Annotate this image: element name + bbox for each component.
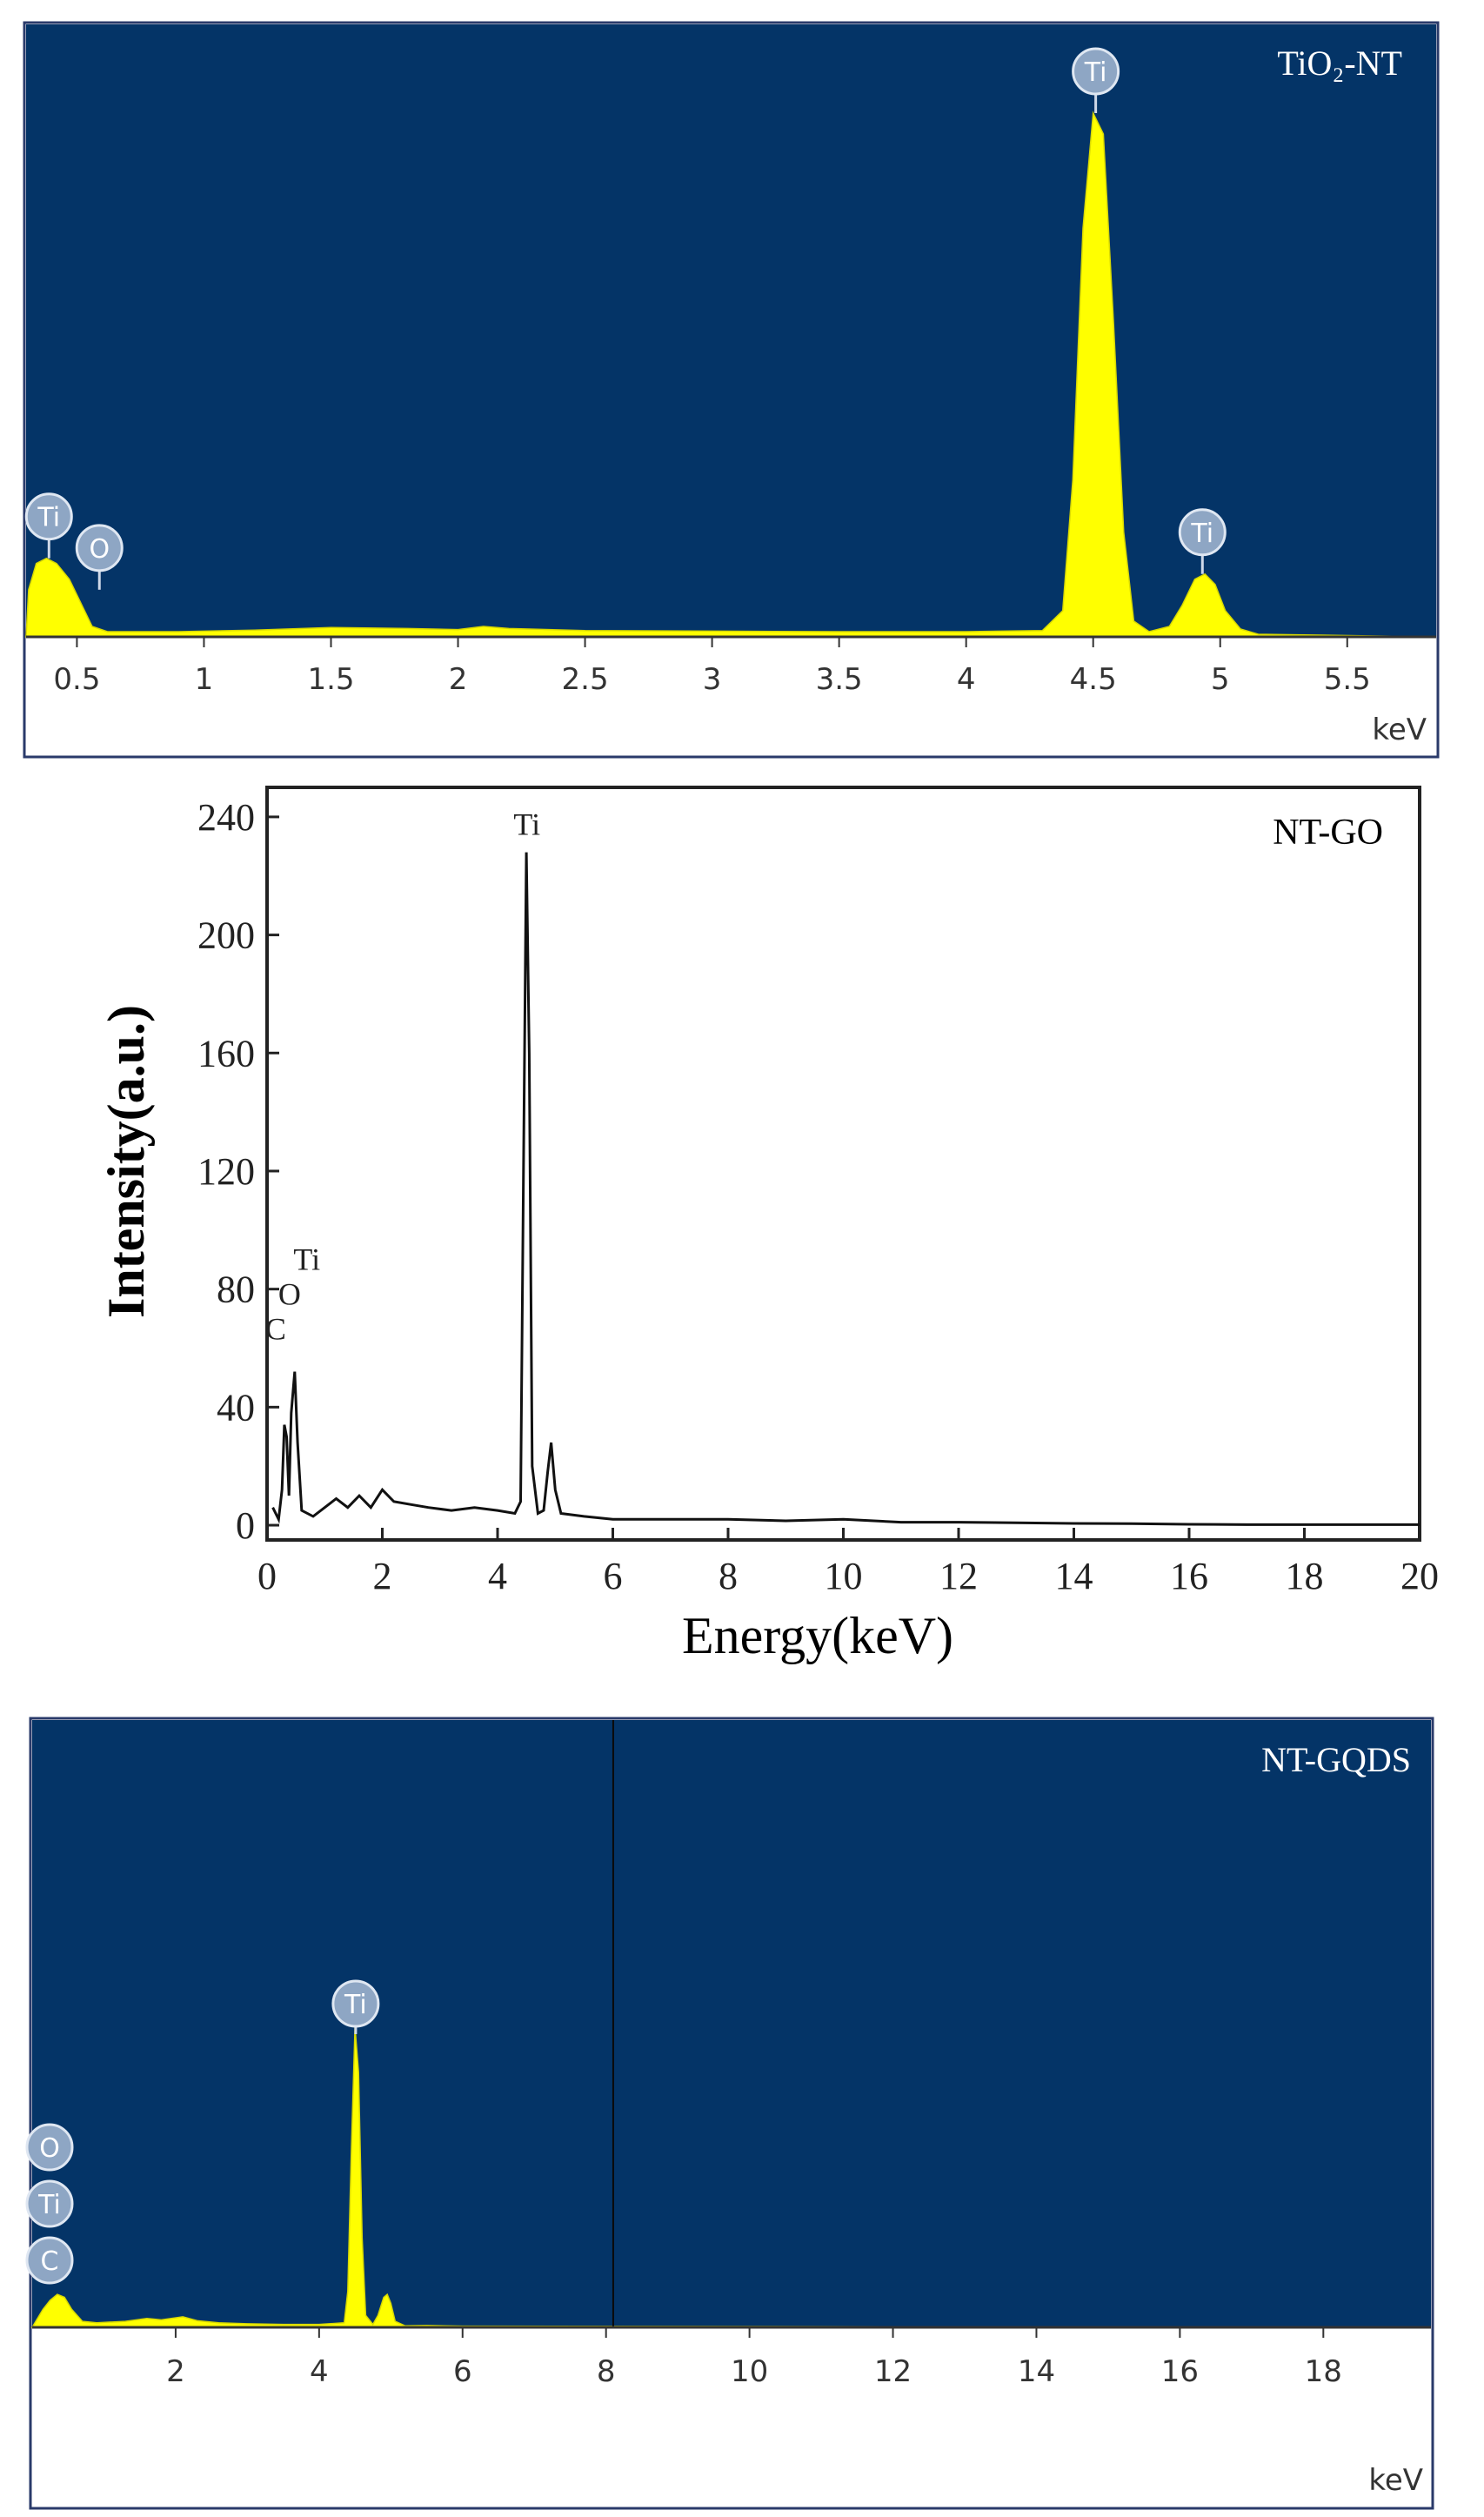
panel2-xtick-label-8: 16 bbox=[1170, 1555, 1208, 1597]
panel1-tick-label-5: 3 bbox=[703, 662, 722, 697]
panel2-peak-label-2: Ti bbox=[293, 1242, 320, 1277]
panel2-ytick-label-5: 200 bbox=[197, 914, 255, 957]
panel2-y-ticks: 0 40 80 120 160 200 240 bbox=[197, 796, 279, 1547]
panel2-xtick-label-1: 2 bbox=[373, 1555, 392, 1597]
panel1-tick-label-4: 2.5 bbox=[562, 662, 609, 697]
peak-marker-circle bbox=[24, 492, 73, 541]
panel3-spectrum bbox=[30, 2026, 1432, 2328]
panel3-tick-label-4: 10 bbox=[731, 2354, 768, 2389]
panel2-ytick-label-1: 40 bbox=[217, 1386, 255, 1429]
panel1-peak-marker-2: Ti bbox=[1072, 47, 1120, 113]
panel-tio2-nt: Ti O Ti Ti 0.5 1 1.5 2 2.5 3 3.5 4 4.5 5 5.5 keV TiO₂… bbox=[23, 21, 1440, 759]
peak-marker-label: O bbox=[39, 2133, 60, 2164]
panel3-tick-label-7: 16 bbox=[1161, 2354, 1199, 2389]
panel1-tick-label-7: 4 bbox=[957, 662, 976, 697]
peak-marker-circle bbox=[1072, 47, 1120, 96]
panel2-ytick-label-2: 80 bbox=[217, 1269, 255, 1311]
peak-marker-label: Ti bbox=[344, 1990, 367, 2020]
panel2-peak-label-3: Ti bbox=[513, 807, 540, 842]
panel2-xtick-label-3: 6 bbox=[604, 1555, 623, 1597]
panel3-tick-label-8: 18 bbox=[1305, 2354, 1342, 2389]
peak-marker-circle bbox=[1178, 508, 1227, 557]
peak-marker-label: O bbox=[89, 534, 110, 565]
panel1-spectrum-area bbox=[25, 110, 1437, 638]
panel1-tick-label-10: 5.5 bbox=[1324, 662, 1371, 697]
panel2-peak-label-1: O bbox=[278, 1277, 301, 1312]
panel1-peak-marker-0: Ti bbox=[24, 492, 73, 559]
panel3-plot-background bbox=[32, 1720, 1431, 2327]
panel2-ytick-label-3: 120 bbox=[197, 1150, 255, 1193]
panel1-peak-markers: Ti O Ti Ti bbox=[24, 47, 1227, 590]
panel1-peak-marker-3: Ti bbox=[1178, 508, 1227, 574]
panel2-xtick-label-10: 20 bbox=[1400, 1555, 1439, 1597]
panel3-tick-label-0: 2 bbox=[166, 2354, 185, 2389]
panel3-title: NT-GQDS bbox=[1261, 1740, 1411, 1779]
panel2-xtick-label-7: 14 bbox=[1055, 1555, 1093, 1597]
panel2-xtick-label-2: 4 bbox=[488, 1555, 507, 1597]
panel1-title: TiO₂-NT bbox=[1277, 44, 1402, 83]
panel3-tick-label-2: 6 bbox=[453, 2354, 472, 2389]
panel2-x-ticks: 0 2 4 6 8 10 12 14 16 18 20 bbox=[257, 1528, 1439, 1597]
peak-marker-circle bbox=[75, 524, 124, 572]
panel1-tick-label-0: 0.5 bbox=[53, 662, 100, 697]
panel1-tick-label-3: 2 bbox=[449, 662, 468, 697]
panel2-ytick-label-0: 0 bbox=[236, 1504, 255, 1547]
panel3-peak-markers: C Ti O Ti bbox=[25, 1979, 380, 2285]
panel1-plot-background bbox=[26, 24, 1436, 637]
panel2-spectrum-line bbox=[271, 852, 1420, 1526]
panel1-tick-label-1: 1 bbox=[195, 662, 214, 697]
panel2-xtick-label-9: 18 bbox=[1286, 1555, 1324, 1597]
peak-marker-label: Ti bbox=[37, 503, 60, 533]
peak-marker-label: C bbox=[41, 2246, 59, 2277]
panel2-xtick-label-0: 0 bbox=[257, 1555, 277, 1597]
panel2-peak-label-0: C bbox=[265, 1312, 286, 1347]
panel1-tick-label-2: 1.5 bbox=[307, 662, 354, 697]
panel1-peak-marker-1: O bbox=[75, 524, 124, 590]
panel3-unit-label: keV bbox=[1368, 2463, 1423, 2498]
panel3-spectrum-area bbox=[30, 2026, 1432, 2328]
panel3-peak-marker-3: Ti bbox=[331, 1979, 380, 2034]
panel2-title: NT-GO bbox=[1273, 813, 1383, 853]
panel3-x-ticks: 2 4 6 8 10 12 14 16 18 bbox=[166, 2327, 1342, 2389]
panel1-x-ticks: 0.5 1 1.5 2 2.5 3 3.5 4 4.5 5 5.5 bbox=[53, 637, 1371, 697]
panel1-spectrum bbox=[25, 110, 1437, 638]
panel1-unit-label: keV bbox=[1372, 713, 1427, 747]
peak-marker-label: Ti bbox=[37, 2190, 61, 2220]
panel2-frame bbox=[265, 786, 1421, 1542]
panel3-peak-marker-0: C bbox=[25, 2236, 74, 2285]
panel1-tick-label-9: 5 bbox=[1211, 662, 1230, 697]
panel1-tick-label-8: 4.5 bbox=[1070, 662, 1117, 697]
panel2-ytick-label-6: 240 bbox=[197, 796, 255, 839]
panel1-tick-label-6: 3.5 bbox=[816, 662, 863, 697]
panel3-peak-marker-1: Ti bbox=[25, 2179, 74, 2228]
panel2-x-axis-label: Energy(keV) bbox=[682, 1607, 953, 1664]
panel2-xtick-label-4: 8 bbox=[719, 1555, 738, 1597]
panel2-xtick-label-6: 12 bbox=[939, 1555, 978, 1597]
panel3-tick-label-5: 12 bbox=[874, 2354, 912, 2389]
peak-marker-circle bbox=[25, 2236, 74, 2285]
panel2-ytick-label-4: 160 bbox=[197, 1032, 255, 1074]
panel3-peak-marker-2: O bbox=[25, 2123, 74, 2172]
peak-marker-label: Ti bbox=[1190, 519, 1213, 549]
peak-marker-circle bbox=[25, 2123, 74, 2172]
panel-nt-gqds: C Ti O Ti 2 4 6 8 10 12 14 16 18 keV NT-GQDS bbox=[25, 1717, 1434, 2510]
panel2-xtick-label-5: 10 bbox=[825, 1555, 863, 1597]
panel3-tick-label-6: 14 bbox=[1018, 2354, 1055, 2389]
peak-marker-circle bbox=[331, 1979, 380, 2028]
panel2-y-axis-label: Intensity(a.u.) bbox=[97, 1005, 155, 1318]
panel3-tick-label-3: 8 bbox=[597, 2354, 616, 2389]
panel3-tick-label-1: 4 bbox=[310, 2354, 329, 2389]
peak-marker-label: Ti bbox=[1084, 57, 1107, 88]
peak-marker-circle bbox=[25, 2179, 74, 2228]
